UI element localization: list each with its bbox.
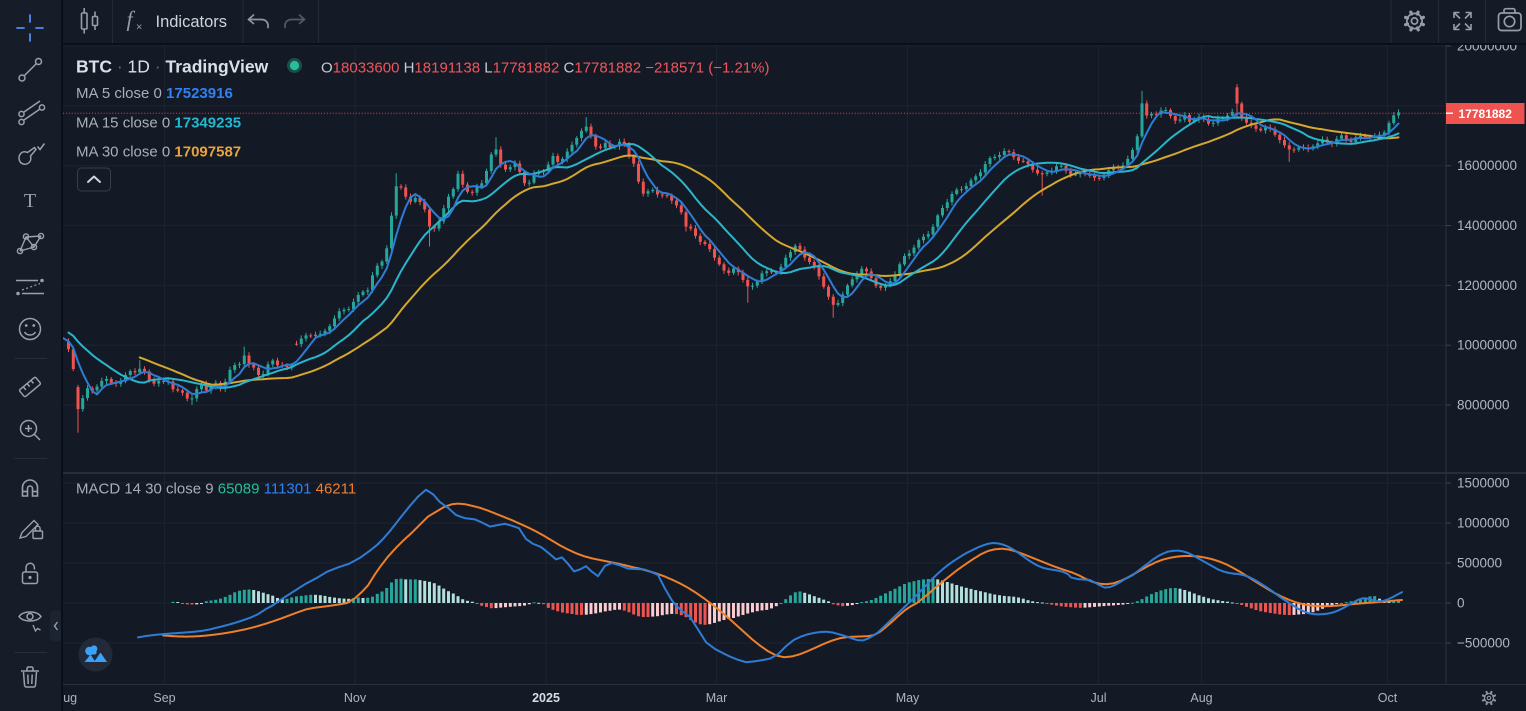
svg-text:BTC · 1D · TradingView: BTC · 1D · TradingView — [76, 57, 269, 77]
svg-text:Jul: Jul — [1091, 691, 1107, 705]
svg-text:f: f — [127, 7, 136, 32]
svg-text:1000000: 1000000 — [1457, 516, 1510, 531]
svg-text:Indicators: Indicators — [156, 13, 228, 31]
svg-text:0: 0 — [1457, 596, 1465, 611]
svg-text:May: May — [896, 691, 920, 705]
svg-text:14000000: 14000000 — [1457, 218, 1517, 233]
svg-text:O18033600 H18191138 L17781882: O18033600 H18191138 L17781882 C17781882 … — [321, 60, 770, 77]
svg-text:Oct: Oct — [1378, 691, 1398, 705]
svg-text:Sep: Sep — [153, 691, 175, 705]
svg-text:20000000: 20000000 — [1457, 45, 1517, 54]
svg-text:Aug: Aug — [1190, 691, 1212, 705]
svg-text:1500000: 1500000 — [1457, 476, 1510, 491]
svg-text:8000000: 8000000 — [1457, 398, 1510, 413]
svg-text:MA 5 close 0 17523916: MA 5 close 0 17523916 — [76, 85, 233, 102]
svg-text:17781882: 17781882 — [1459, 107, 1513, 121]
svg-text:MACD 14 30 close 9 65089 111: MACD 14 30 close 9 65089 111301 46211 — [76, 481, 356, 498]
svg-text:12000000: 12000000 — [1457, 278, 1517, 293]
svg-text:−500000: −500000 — [1457, 636, 1510, 651]
svg-text:MA 30 close 0 17097587: MA 30 close 0 17097587 — [76, 144, 241, 161]
svg-text:MA 15 close 0 17349235: MA 15 close 0 17349235 — [76, 115, 241, 132]
svg-text:10000000: 10000000 — [1457, 338, 1517, 353]
svg-text:Nov: Nov — [344, 691, 367, 705]
svg-text:2025: 2025 — [532, 691, 560, 705]
svg-text:Mar: Mar — [706, 691, 728, 705]
svg-text:16000000: 16000000 — [1457, 158, 1517, 173]
svg-text:500000: 500000 — [1457, 556, 1502, 571]
svg-text:T: T — [24, 190, 36, 212]
svg-text:Aug: Aug — [63, 691, 77, 705]
svg-text:×: × — [136, 22, 142, 34]
